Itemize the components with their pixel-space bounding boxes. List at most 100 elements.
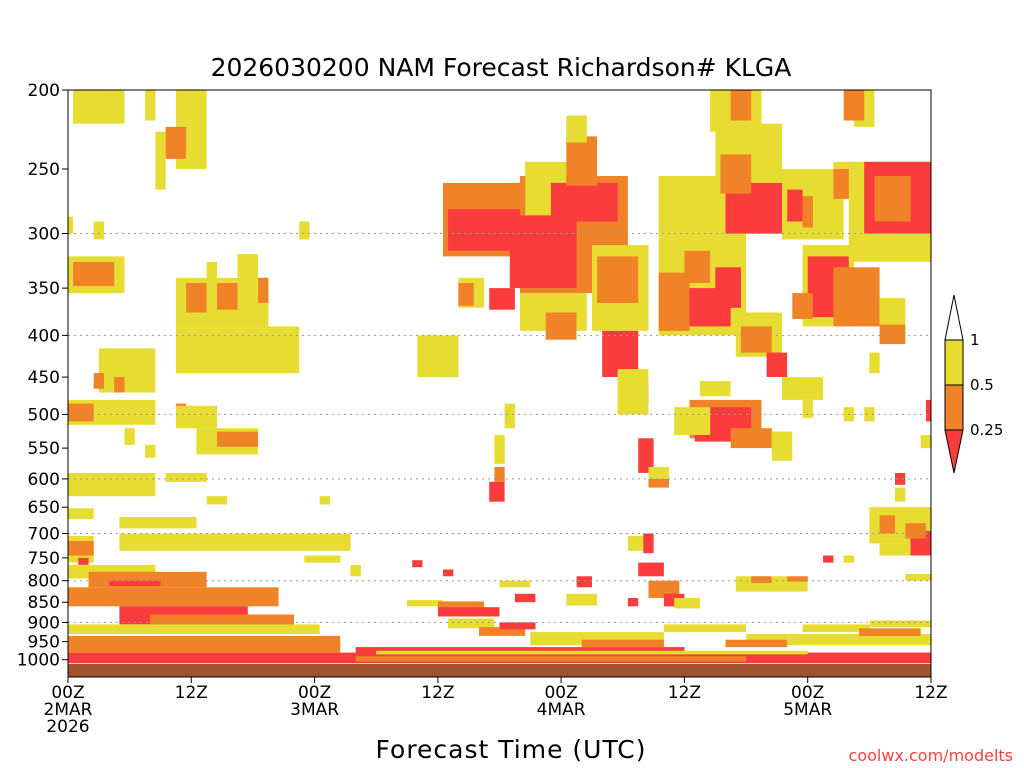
y-tick-label-900: 900	[28, 613, 60, 633]
x-tick-label-48-0: 00Z	[544, 683, 577, 703]
ri-cell-yellow	[674, 598, 700, 609]
ground-layer	[68, 664, 931, 677]
ri-cell-yellow	[376, 650, 808, 655]
ri-cell-red	[437, 607, 500, 617]
ri-cell-orange	[217, 283, 238, 310]
ri-cell-red	[638, 562, 664, 577]
ri-cell-yellow	[746, 634, 931, 646]
ri-cell-yellow	[905, 574, 931, 581]
y-tick-label-400: 400	[28, 326, 60, 346]
ri-cell-yellow	[920, 435, 931, 449]
ri-cell-yellow	[627, 536, 649, 551]
ri-cell-yellow	[68, 508, 94, 519]
ri-cell-red	[925, 399, 931, 422]
ri-cell-yellow	[350, 564, 361, 577]
y-tick-label-600: 600	[28, 470, 60, 490]
ri-cell-red	[576, 576, 592, 588]
y-tick-label-550: 550	[28, 439, 60, 459]
x-tick-label-24-0: 00Z	[298, 683, 331, 703]
ri-cell-yellow	[802, 399, 813, 418]
ri-cell-red	[78, 557, 89, 565]
ri-cell-orange	[114, 377, 125, 393]
ri-cell-yellow	[802, 624, 870, 633]
ri-cell-yellow	[237, 254, 258, 278]
ri-cell-orange	[68, 541, 94, 556]
credit-link[interactable]: coolwx.com/modelts	[849, 746, 1013, 765]
ri-cell-orange	[879, 515, 895, 534]
ri-cell-red	[895, 473, 906, 485]
ri-cell-orange	[648, 478, 669, 488]
ri-cell-orange	[581, 639, 664, 648]
ri-cell-yellow	[864, 407, 875, 422]
y-tick-label-1000: 1000	[17, 651, 60, 671]
ri-cell-orange	[730, 90, 752, 121]
ri-cell-yellow	[145, 444, 156, 458]
ri-cell-yellow	[124, 428, 135, 445]
legend-swatch-above-1	[944, 294, 964, 341]
ri-cell-orange	[186, 283, 207, 313]
ri-cell-orange	[437, 601, 485, 610]
y-axis: 200 250 300 350 400 450 500 550 600 650 700 750 8008…	[17, 81, 68, 671]
ri-cell-yellow	[206, 496, 228, 505]
ri-cell-red	[514, 593, 536, 603]
ri-cell-orange	[217, 431, 259, 447]
plot-frame	[67, 89, 932, 678]
ri-cell-red	[509, 215, 577, 289]
ri-cell-orange	[494, 466, 505, 482]
ri-cell-orange	[833, 169, 854, 199]
x-tick-label-72-0: 00Z	[791, 683, 824, 703]
y-tick-label-500: 500	[28, 405, 60, 425]
y-tick-label-850: 850	[28, 593, 60, 613]
ri-cell-yellow	[68, 473, 156, 497]
ri-cell-red	[489, 481, 505, 502]
ri-cell-yellow	[566, 115, 587, 143]
ri-cell-yellow	[674, 407, 711, 435]
y-tick-label-350: 350	[28, 279, 60, 299]
y-tick-label-250: 250	[28, 160, 60, 180]
x-tick-label-36-0: 12Z	[421, 683, 454, 703]
ri-cell-orange	[597, 256, 639, 303]
ri-cell-orange	[648, 580, 680, 598]
legend-swatch-below-0.25	[944, 429, 964, 474]
x-tick-label-0-2: 2026	[46, 717, 89, 737]
ri-cell-orange	[874, 176, 911, 222]
ri-cell-red	[550, 182, 618, 222]
ground-strip	[68, 664, 931, 677]
ri-cell-yellow	[304, 555, 341, 563]
ri-cell-orange	[792, 293, 813, 319]
x-tick-label-60-0: 12Z	[668, 683, 701, 703]
legend-label-0.25: 0.25	[970, 421, 1003, 439]
x-axis-label: Forecast Time (UTC)	[376, 735, 647, 764]
ri-cell-orange	[720, 154, 752, 194]
ri-cell-yellow	[663, 624, 747, 633]
ri-cell-orange	[684, 250, 711, 283]
y-tick-label-950: 950	[28, 633, 60, 653]
ri-cell-orange	[740, 326, 772, 353]
ri-cell-red	[643, 533, 654, 554]
ri-cell-yellow	[98, 348, 156, 393]
ri-cell-yellow	[417, 335, 459, 378]
ri-cell-orange	[68, 403, 94, 422]
ri-cell-yellow	[843, 555, 854, 563]
ri-cell-orange	[905, 523, 926, 539]
ri-cell-orange	[730, 428, 772, 449]
y-tick-label-450: 450	[28, 368, 60, 388]
ri-cell-yellow	[494, 435, 505, 464]
ri-cell-orange	[658, 272, 690, 331]
ri-cell-orange	[93, 373, 104, 389]
ri-cell-yellow	[175, 326, 300, 374]
x-tick-label-72-1: 5MAR	[783, 700, 832, 720]
ri-cell-red	[489, 288, 515, 310]
x-tick-label-0-0: 00Z	[51, 683, 84, 703]
richardson-cells	[68, 90, 931, 664]
ri-cell-red	[823, 555, 834, 563]
ri-cell-red	[638, 438, 654, 473]
x-tick-label-48-1: 4MAR	[537, 700, 586, 720]
ri-cell-orange	[859, 628, 921, 636]
ri-cell-orange	[751, 576, 772, 583]
ri-cell-yellow	[299, 221, 310, 240]
ri-cell-yellow	[68, 216, 74, 234]
ri-cell-red	[627, 598, 639, 607]
